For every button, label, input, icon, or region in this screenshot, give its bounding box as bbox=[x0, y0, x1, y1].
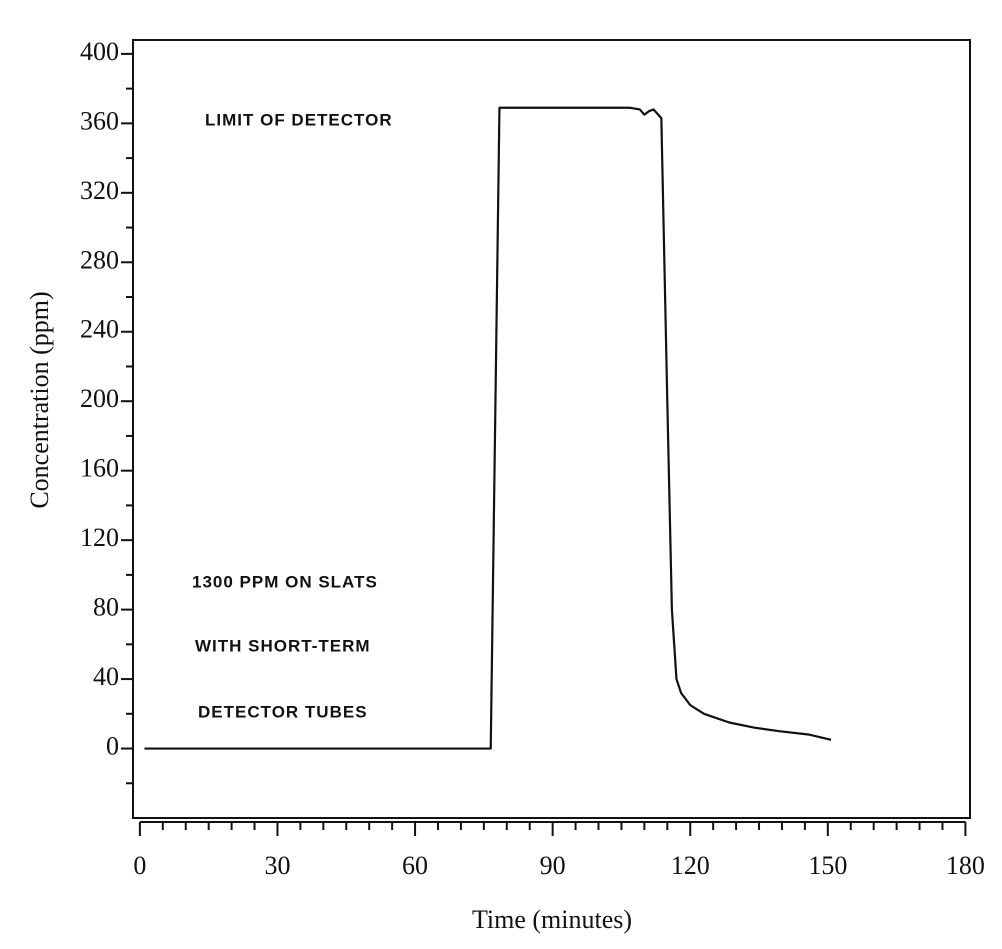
y-tick-label: 400 bbox=[80, 37, 119, 66]
y-tick-label: 0 bbox=[106, 732, 119, 761]
x-tick-label: 60 bbox=[402, 851, 428, 880]
y-tick-label: 80 bbox=[93, 593, 119, 622]
y-tick-label: 280 bbox=[80, 245, 119, 274]
annotation: DETECTOR TUBES bbox=[198, 702, 368, 721]
y-axis-label: Concentration (ppm) bbox=[25, 291, 54, 508]
x-tick-label: 90 bbox=[540, 851, 566, 880]
x-tick-label: 0 bbox=[133, 851, 146, 880]
x-tick-label: 30 bbox=[264, 851, 290, 880]
y-tick-label: 200 bbox=[80, 384, 119, 413]
annotation: LIMIT OF DETECTOR bbox=[205, 110, 393, 129]
x-tick-label: 180 bbox=[946, 851, 985, 880]
annotation: 1300 PPM ON SLATS bbox=[192, 572, 378, 591]
y-tick-label: 360 bbox=[80, 106, 119, 135]
x-tick-label: 150 bbox=[808, 851, 847, 880]
data-line bbox=[144, 106, 832, 750]
plot-frame bbox=[132, 39, 971, 819]
y-tick-label: 120 bbox=[80, 523, 119, 552]
annotation: WITH SHORT-TERM bbox=[195, 636, 371, 655]
x-axis-label: Time (minutes) bbox=[472, 905, 632, 934]
y-tick-label: 40 bbox=[93, 662, 119, 691]
y-tick-label: 160 bbox=[80, 454, 119, 483]
y-tick-label: 240 bbox=[80, 315, 119, 344]
y-tick-label: 320 bbox=[80, 176, 119, 205]
x-tick-label: 120 bbox=[671, 851, 710, 880]
